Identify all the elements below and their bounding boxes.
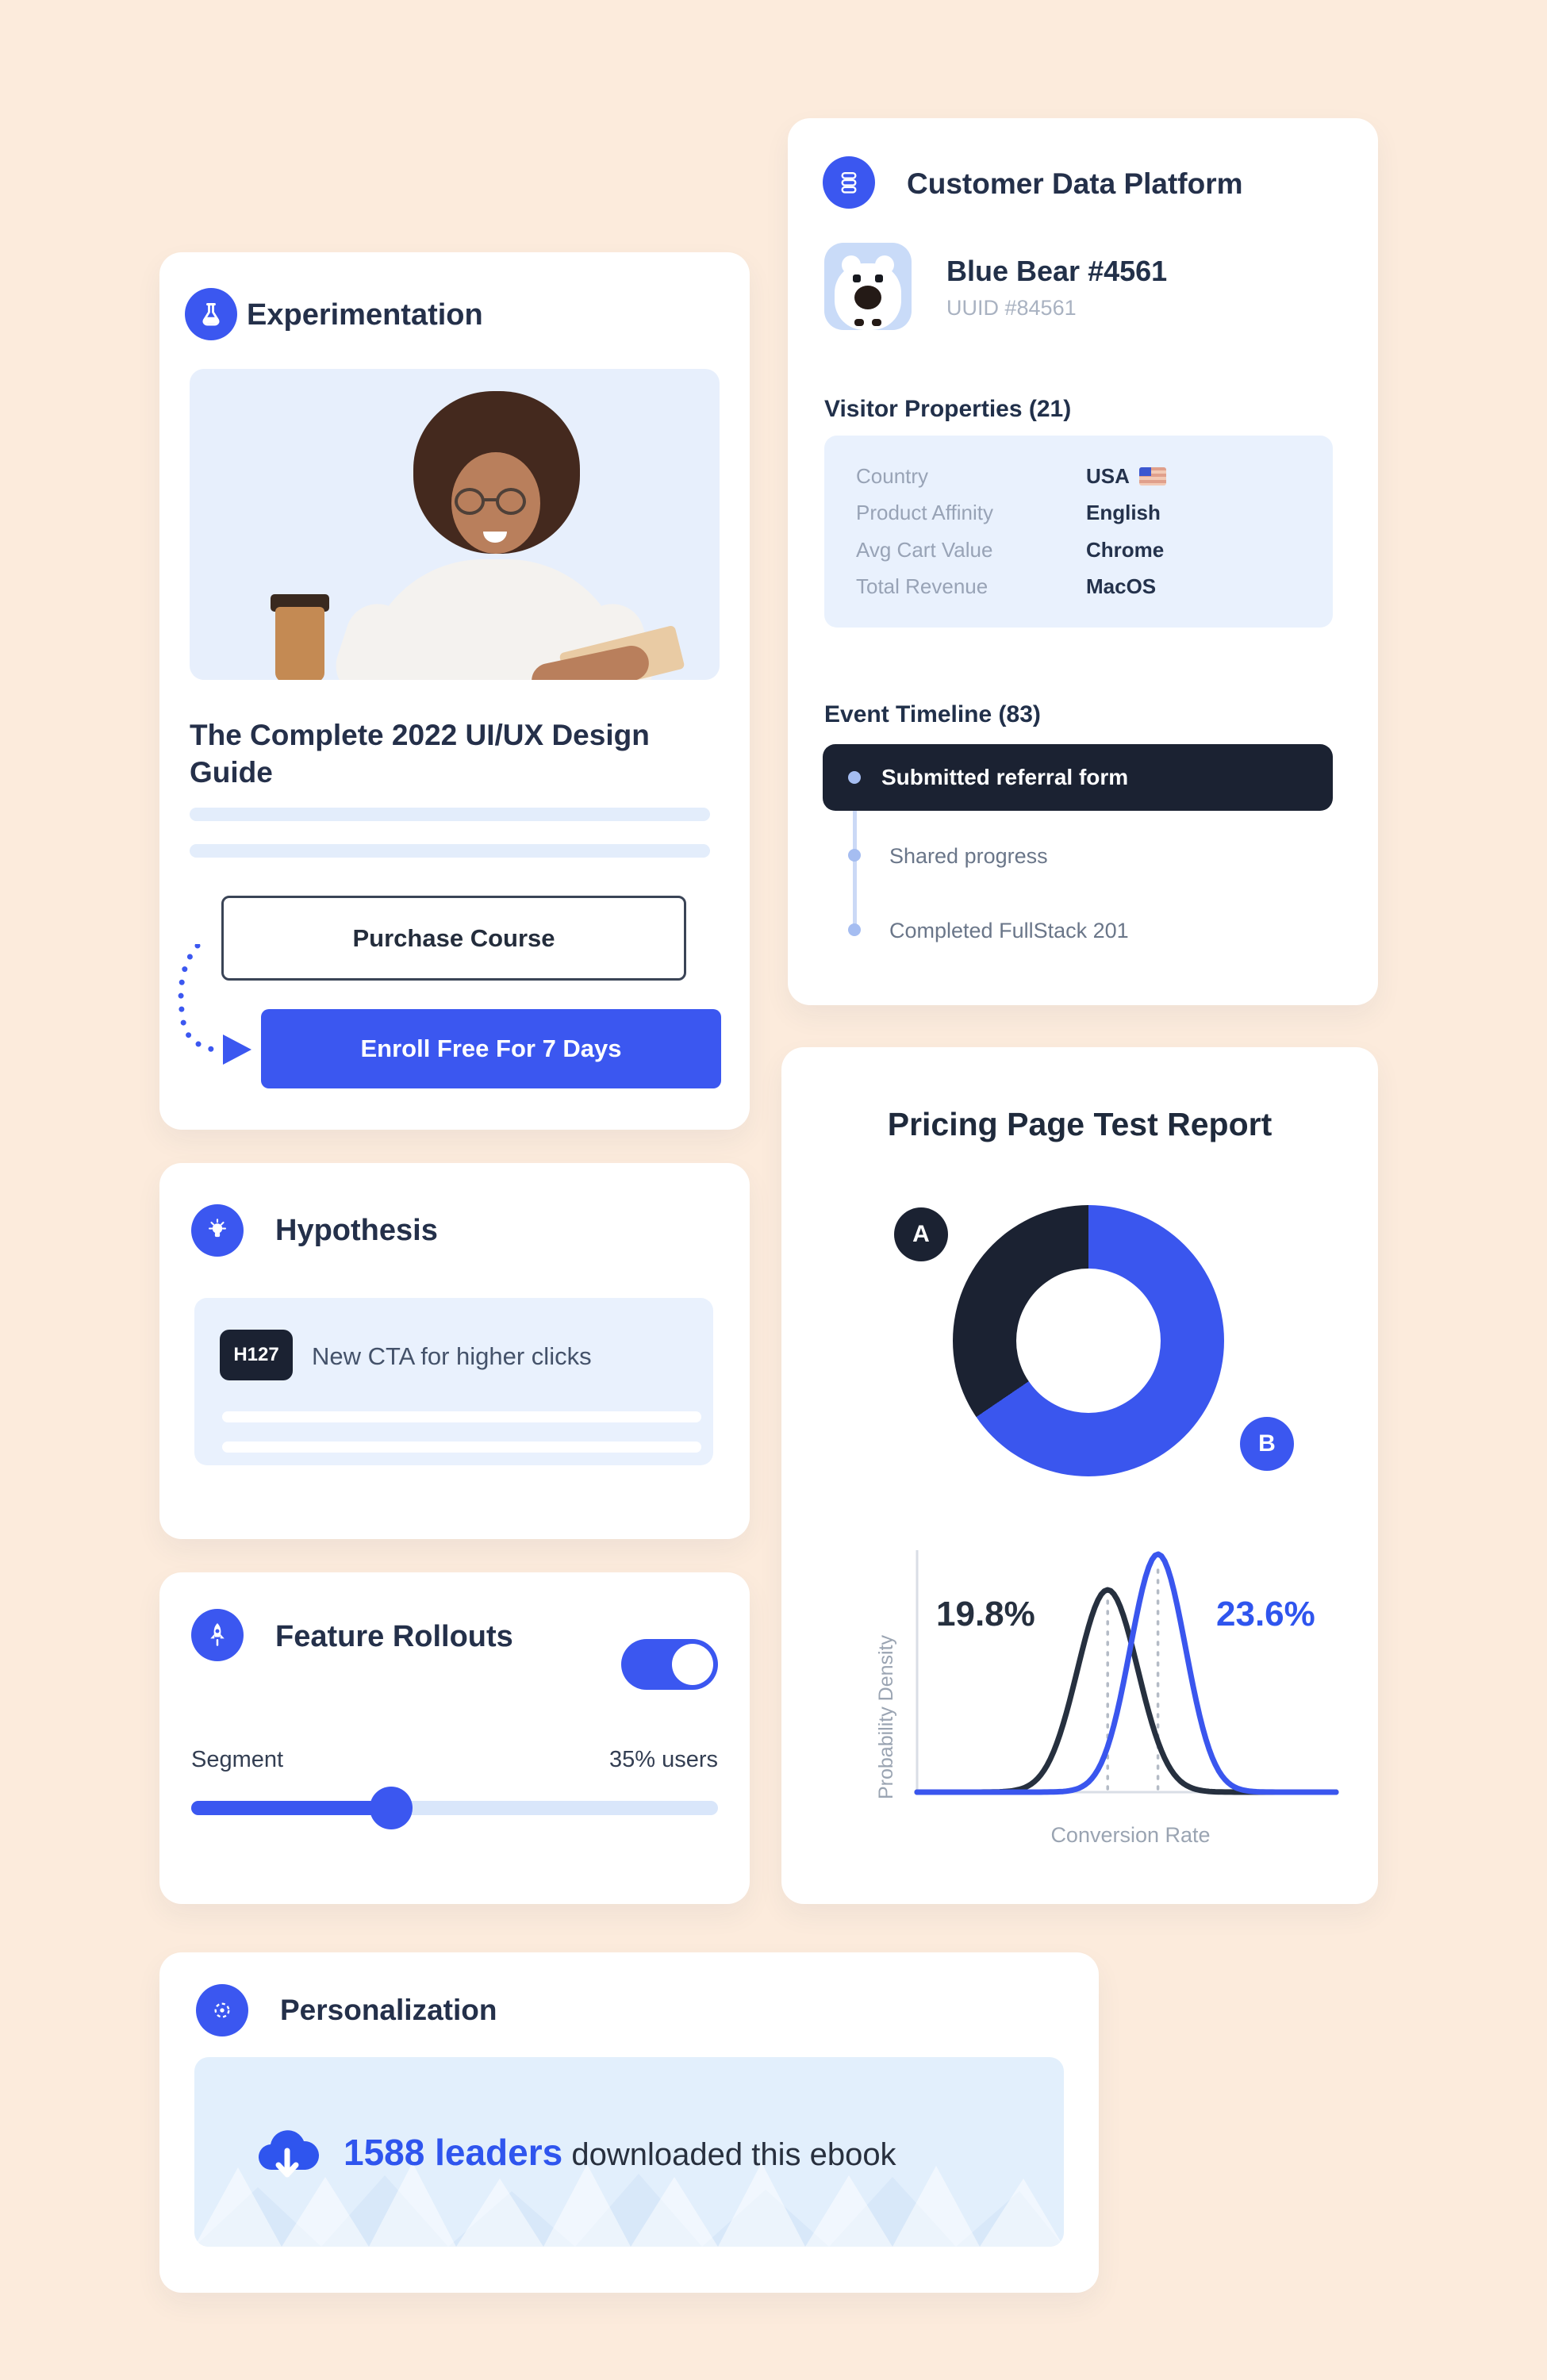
timeline-event-highlighted[interactable]: Submitted referral form (823, 744, 1333, 811)
pricing-report-card: Pricing Page Test Report A B 19.8% 23.6%… (781, 1047, 1378, 1904)
card-title: Personalization (280, 1994, 497, 2026)
timeline-event[interactable]: Shared progress (889, 844, 1048, 868)
feature-rollouts-card: Feature Rollouts Segment 35% users (159, 1572, 750, 1904)
x-axis-label: Conversion Rate (1050, 1823, 1211, 1847)
segment-value: 35% users (608, 1747, 718, 1772)
visitor-uuid: UUID #84561 (946, 296, 1077, 320)
hypothesis-panel: H127 New CTA for higher clicks (194, 1298, 713, 1465)
variant-b-rate: 23.6% (1216, 1595, 1315, 1633)
visitor-properties-title: Visitor Properties (21) (824, 396, 1072, 422)
variant-a-rate: 19.8% (936, 1595, 1035, 1633)
card-title: Feature Rollouts (275, 1620, 513, 1653)
feature-toggle[interactable] (621, 1639, 718, 1690)
usa-flag-icon (1138, 467, 1166, 486)
hypothesis-text: New CTA for higher clicks (312, 1342, 592, 1370)
timeline-dot (848, 923, 861, 936)
lightbulb-icon (191, 1204, 244, 1257)
segment-slider-fill (191, 1801, 392, 1815)
cloud-download-icon (258, 2129, 320, 2177)
skeleton-line (190, 808, 710, 821)
ebook-banner: 1588 leaders downloaded this ebook (194, 2057, 1064, 2247)
database-icon (823, 156, 875, 209)
target-icon (196, 1984, 248, 2036)
property-row: Total Revenue MacOS (856, 574, 1157, 598)
hypothesis-card: Hypothesis H127 New CTA for higher click… (159, 1163, 750, 1539)
toggle-knob (672, 1644, 713, 1685)
course-hero-image (190, 369, 720, 680)
timeline-dot (848, 849, 861, 862)
property-row: Product Affinity English (856, 501, 1161, 525)
personalization-card: Personalization 1588 leaders downloaded … (159, 1952, 1099, 2293)
experimentation-card: Experimentation The Complete 2022 UI/UX … (159, 252, 750, 1130)
download-count: 1588 leaders (344, 2131, 563, 2173)
segment-label: Segment (191, 1747, 284, 1772)
course-title: The Complete 2022 UI/UX Design Guide (190, 719, 650, 789)
skeleton-line (222, 1441, 701, 1453)
rocket-icon (191, 1609, 244, 1661)
property-row: Country USA (856, 464, 1301, 489)
skeleton-line (222, 1411, 701, 1422)
customer-data-platform-card: Customer Data Platform Blue Bear #4561 U… (788, 118, 1378, 1005)
variant-a-badge: A (894, 1207, 948, 1261)
segment-slider-thumb[interactable] (370, 1787, 413, 1829)
variant-b-badge: B (1240, 1417, 1294, 1471)
enroll-free-button[interactable]: Enroll Free For 7 Days (261, 1009, 721, 1088)
segment-slider[interactable] (191, 1787, 718, 1829)
property-row: Avg Cart Value Chrome (856, 537, 1165, 562)
mountain-pattern (194, 2163, 1064, 2247)
visitor-properties-panel: Country USA Product Affinity English Avg… (824, 436, 1333, 628)
card-title: Customer Data Platform (907, 167, 1243, 200)
density-chart (914, 1550, 1339, 1795)
visitor-avatar (824, 243, 912, 330)
donut-chart (953, 1205, 1224, 1476)
card-title: Hypothesis (275, 1214, 438, 1247)
timeline-event[interactable]: Completed FullStack 201 (889, 919, 1129, 942)
hypothesis-id-badge: H127 (220, 1330, 293, 1380)
flask-icon (185, 288, 237, 340)
skeleton-line (190, 844, 710, 858)
y-axis-label: Probability Density (875, 1634, 897, 1799)
visitor-name: Blue Bear #4561 (946, 255, 1168, 287)
timeline-dot (848, 771, 861, 784)
ebook-message: 1588 leaders downloaded this ebook (344, 2131, 896, 2173)
card-title: Experimentation (247, 298, 483, 332)
event-timeline-title: Event Timeline (83) (824, 701, 1041, 727)
cta-arrow-icon (178, 944, 251, 1065)
report-title: Pricing Page Test Report (887, 1106, 1273, 1142)
purchase-course-button[interactable]: Purchase Course (221, 896, 686, 981)
